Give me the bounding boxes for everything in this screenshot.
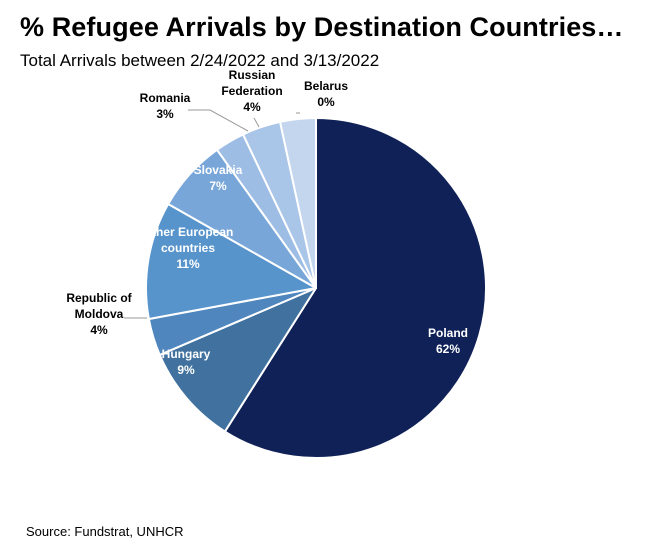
pie-slice-hungary bbox=[158, 287, 317, 433]
slice-label: Republic of Moldova 4% bbox=[66, 291, 132, 337]
slice-label: Russian Federation 4% bbox=[221, 68, 282, 114]
pie-slice-belarus bbox=[279, 117, 317, 289]
slice-label: Slovakia 7% bbox=[194, 163, 243, 193]
leader-line bbox=[253, 117, 260, 128]
pie-slices bbox=[145, 117, 487, 459]
slice-label: Other European countries 11% bbox=[143, 225, 234, 271]
leader-lines bbox=[124, 109, 300, 319]
pie-slice-poland bbox=[223, 117, 487, 459]
slice-labels: Poland 62% Hungary 9% Republic of Moldova 4%Ot… bbox=[66, 68, 468, 377]
slice-label: Belarus 0% bbox=[304, 79, 348, 109]
slice-label: Hungary 9% bbox=[162, 347, 211, 377]
pie-slice-other-european bbox=[145, 203, 317, 320]
slice-label: Romania 3% bbox=[140, 91, 191, 121]
slice-label: Poland 62% bbox=[428, 326, 468, 356]
leader-line bbox=[188, 109, 249, 132]
chart-title: % Refugee Arrivals by Destination Countr… bbox=[20, 12, 624, 42]
chart-subtitle: Total Arrivals between 2/24/2022 and 3/1… bbox=[20, 51, 380, 70]
source-note: Source: Fundstrat, UNHCR bbox=[26, 524, 184, 539]
